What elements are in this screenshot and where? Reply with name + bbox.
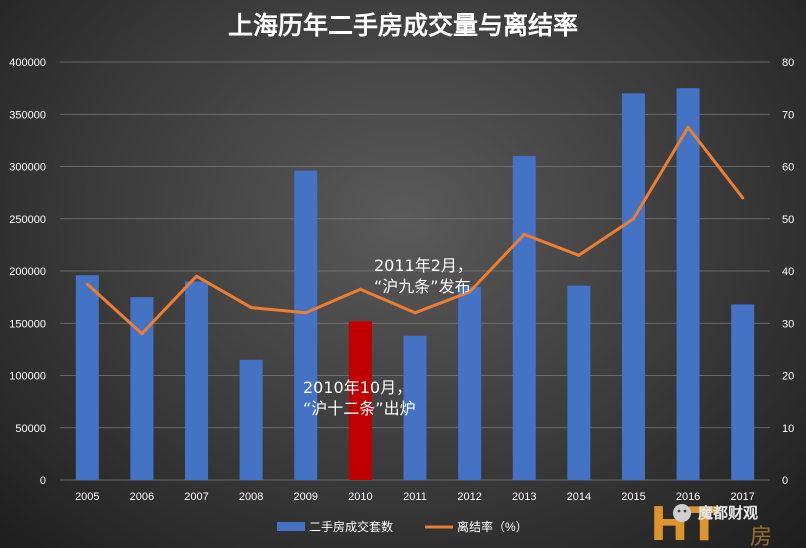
left-tick-label: 200000 [9,266,46,278]
left-tick-label: 350000 [9,109,46,121]
bar [185,281,209,480]
annotation-hujiutiao: 2011年2月， “沪九条”发布 [374,256,473,296]
watermark-text: 魔都财观 [698,504,758,522]
x-tick-label: 2013 [512,491,536,503]
watermark-sub: 房 [750,525,772,548]
x-tick-label: 2005 [75,491,99,503]
left-tick-label: 250000 [9,214,46,226]
x-tick-label: 2006 [130,491,154,503]
line-point [686,125,690,129]
legend-swatch-bar [277,522,305,531]
bar [294,170,318,480]
right-tick-label: 20 [782,371,794,383]
annotation-line: “沪九条”发布 [374,277,471,296]
right-tick-label: 70 [782,109,794,121]
left-tick-label: 50000 [15,423,46,435]
legend-label-bar: 二手房成交套数 [309,519,393,534]
wechat-icon [673,504,691,522]
legend: 二手房成交套数 离结率（%） [277,519,528,534]
bar [239,359,263,480]
left-tick-label: 300000 [9,162,46,174]
watermark: HT 魔都财观 房 [650,497,772,548]
bar [348,321,372,480]
line-point [85,282,89,286]
annotation-hushiertiao: 2010年10月， “沪十二条”出炉 [303,378,416,418]
line-point [140,332,144,336]
chart-title: 上海历年二手房成交量与离结率 [228,11,578,40]
right-tick-label: 50 [782,214,794,226]
bar [130,297,154,480]
x-tick-label: 2016 [676,491,700,503]
bar-series [75,88,755,481]
right-axis-ticks: 0 10 20 30 40 50 60 70 80 [782,57,794,487]
line-point [631,217,635,221]
line-point [741,196,745,200]
x-tick-label: 2009 [294,491,318,503]
line-point [468,290,472,294]
bar [731,304,755,480]
line-point [413,311,417,315]
left-tick-label: 400000 [9,57,46,69]
line-point [522,232,526,236]
left-axis-ticks: 0 50000 100000 150000 200000 250000 300000 3500… [9,57,46,487]
bar [512,156,536,481]
right-tick-label: 30 [782,318,794,330]
x-tick-label: 2007 [184,491,208,503]
bar [458,286,482,480]
left-tick-label: 0 [40,475,46,487]
right-tick-label: 40 [782,266,794,278]
annotation-line: 2011年2月， [374,256,473,275]
x-tick-label: 2008 [239,491,263,503]
bar [567,285,591,480]
bar [403,335,427,480]
left-tick-label: 150000 [9,318,46,330]
x-tick-label: 2012 [457,491,481,503]
grid-lines [60,61,770,481]
right-tick-label: 60 [782,162,794,174]
line-point [304,311,308,315]
line-point [249,306,253,310]
bar [621,93,645,480]
x-tick-label: 2015 [621,491,645,503]
line-point [577,253,581,257]
annotation-line: “沪十二条”出炉 [303,399,416,418]
annotation-line: 2010年10月， [303,378,412,397]
x-tick-label: 2017 [730,491,754,503]
line-series [85,125,745,336]
left-tick-label: 100000 [9,371,46,383]
right-tick-label: 10 [782,423,794,435]
bar [676,88,700,480]
x-axis-ticks: 2005 2006 2007 2008 2009 2010 2011 2012 2013 2014… [75,491,755,503]
legend-label-line: 离结率（%） [457,519,528,534]
line-point [358,287,362,291]
right-tick-label: 80 [782,57,794,69]
x-tick-label: 2011 [403,491,427,503]
right-tick-label: 0 [782,475,788,487]
x-tick-label: 2014 [567,491,591,503]
line-point [195,274,199,278]
bar [75,275,99,480]
x-tick-label: 2010 [348,491,372,503]
